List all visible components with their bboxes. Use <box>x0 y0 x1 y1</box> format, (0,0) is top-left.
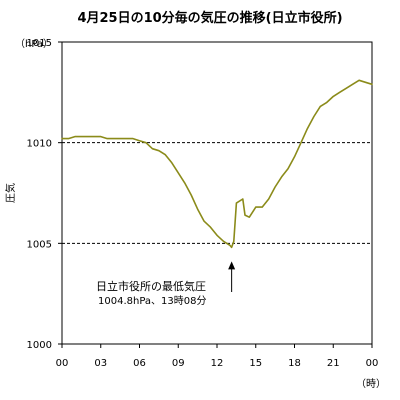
x-axis-ticks: 00 03 06 09 12 15 18 21 00 <box>56 344 379 369</box>
x-tick-label: 00 <box>366 358 379 369</box>
chart-title: 4月25日の10分毎の気圧の推移(日立市役所) <box>77 10 342 26</box>
x-tick-label: 15 <box>249 358 262 369</box>
x-tick-label: 00 <box>56 358 69 369</box>
x-tick-label: 09 <box>172 358 185 369</box>
y-axis-unit: （hPa） <box>15 38 53 50</box>
annotation-arrow-head <box>228 261 236 270</box>
reference-lines <box>62 142 372 244</box>
x-tick-label: 18 <box>288 358 301 369</box>
y-axis-label: 圧気 <box>4 183 17 203</box>
series-layer <box>61 79 373 249</box>
x-tick-label: 03 <box>94 358 107 369</box>
x-tick-label: 06 <box>133 358 146 369</box>
x-tick-label: 21 <box>327 358 340 369</box>
annotation-line2: 1004.8hPa、13時08分 <box>98 295 207 307</box>
x-axis-unit: （時） <box>356 378 386 390</box>
x-tick-label: 12 <box>211 358 224 369</box>
y-axis-ticks: 1015 1010 1005 1000 <box>27 38 62 351</box>
pressure-series-line <box>61 79 373 249</box>
annotation-min-pressure: 日立市役所の最低気圧 1004.8hPa、13時08分 <box>96 261 236 307</box>
y-tick-label: 1005 <box>27 239 52 250</box>
annotation-line1: 日立市役所の最低気圧 <box>96 279 206 293</box>
y-tick-label: 1010 <box>27 139 52 150</box>
y-tick-label: 1015 <box>27 38 52 49</box>
y-tick-label: 1000 <box>27 340 52 351</box>
